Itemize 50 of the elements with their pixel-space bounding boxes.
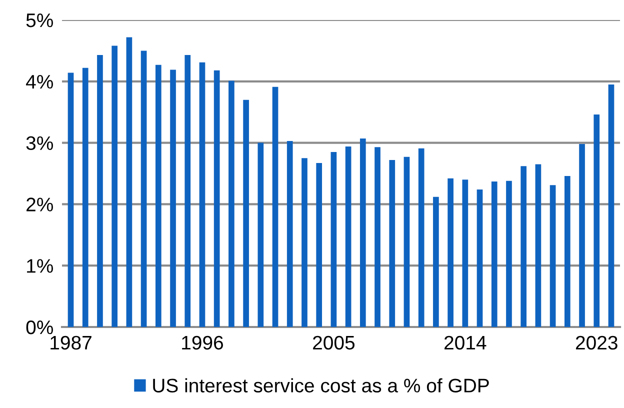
y-tick-label: 3% xyxy=(26,136,53,150)
bar xyxy=(68,72,74,327)
bar xyxy=(170,70,176,327)
bar xyxy=(302,158,308,327)
bar xyxy=(564,176,570,327)
y-tick-label: 0% xyxy=(26,320,53,334)
bar xyxy=(506,180,512,327)
bar xyxy=(258,142,264,327)
bar xyxy=(535,164,542,327)
x-tick-label: 2005 xyxy=(313,336,355,350)
bar xyxy=(404,156,410,327)
legend-label: US interest service cost as a % of GDP xyxy=(153,378,489,392)
bar xyxy=(126,37,132,327)
bar xyxy=(594,114,600,327)
bar xyxy=(243,100,249,327)
bar xyxy=(214,70,220,327)
bar xyxy=(579,144,585,327)
bar xyxy=(360,138,366,327)
bar xyxy=(82,68,88,327)
x-tick-label: 2014 xyxy=(444,336,486,350)
bar xyxy=(140,50,147,327)
bar xyxy=(272,86,278,327)
bar xyxy=(184,55,191,327)
y-tick-label: 2% xyxy=(26,198,53,212)
bar xyxy=(228,80,234,327)
bar xyxy=(316,163,322,327)
x-tick-label: 1987 xyxy=(50,336,92,350)
y-tick-label: 4% xyxy=(26,74,53,89)
bar xyxy=(112,46,118,327)
y-tick-label: 1% xyxy=(27,259,53,273)
bar xyxy=(389,160,396,327)
bar xyxy=(286,140,293,327)
y-tick-label: 5% xyxy=(26,14,53,28)
bar xyxy=(608,84,614,327)
bar xyxy=(374,147,380,327)
bar xyxy=(199,62,206,327)
bar xyxy=(155,64,162,327)
x-tick-label: 1996 xyxy=(182,336,224,350)
bar xyxy=(520,166,527,327)
bar xyxy=(491,181,498,327)
bar xyxy=(418,148,424,327)
bar xyxy=(97,55,103,327)
bar xyxy=(476,189,483,327)
bar xyxy=(330,152,337,327)
bar xyxy=(448,178,454,327)
x-tick-label: 2023 xyxy=(576,336,618,350)
bar xyxy=(462,180,468,327)
bar xyxy=(550,185,556,327)
bar xyxy=(345,146,352,327)
bar xyxy=(433,196,439,327)
